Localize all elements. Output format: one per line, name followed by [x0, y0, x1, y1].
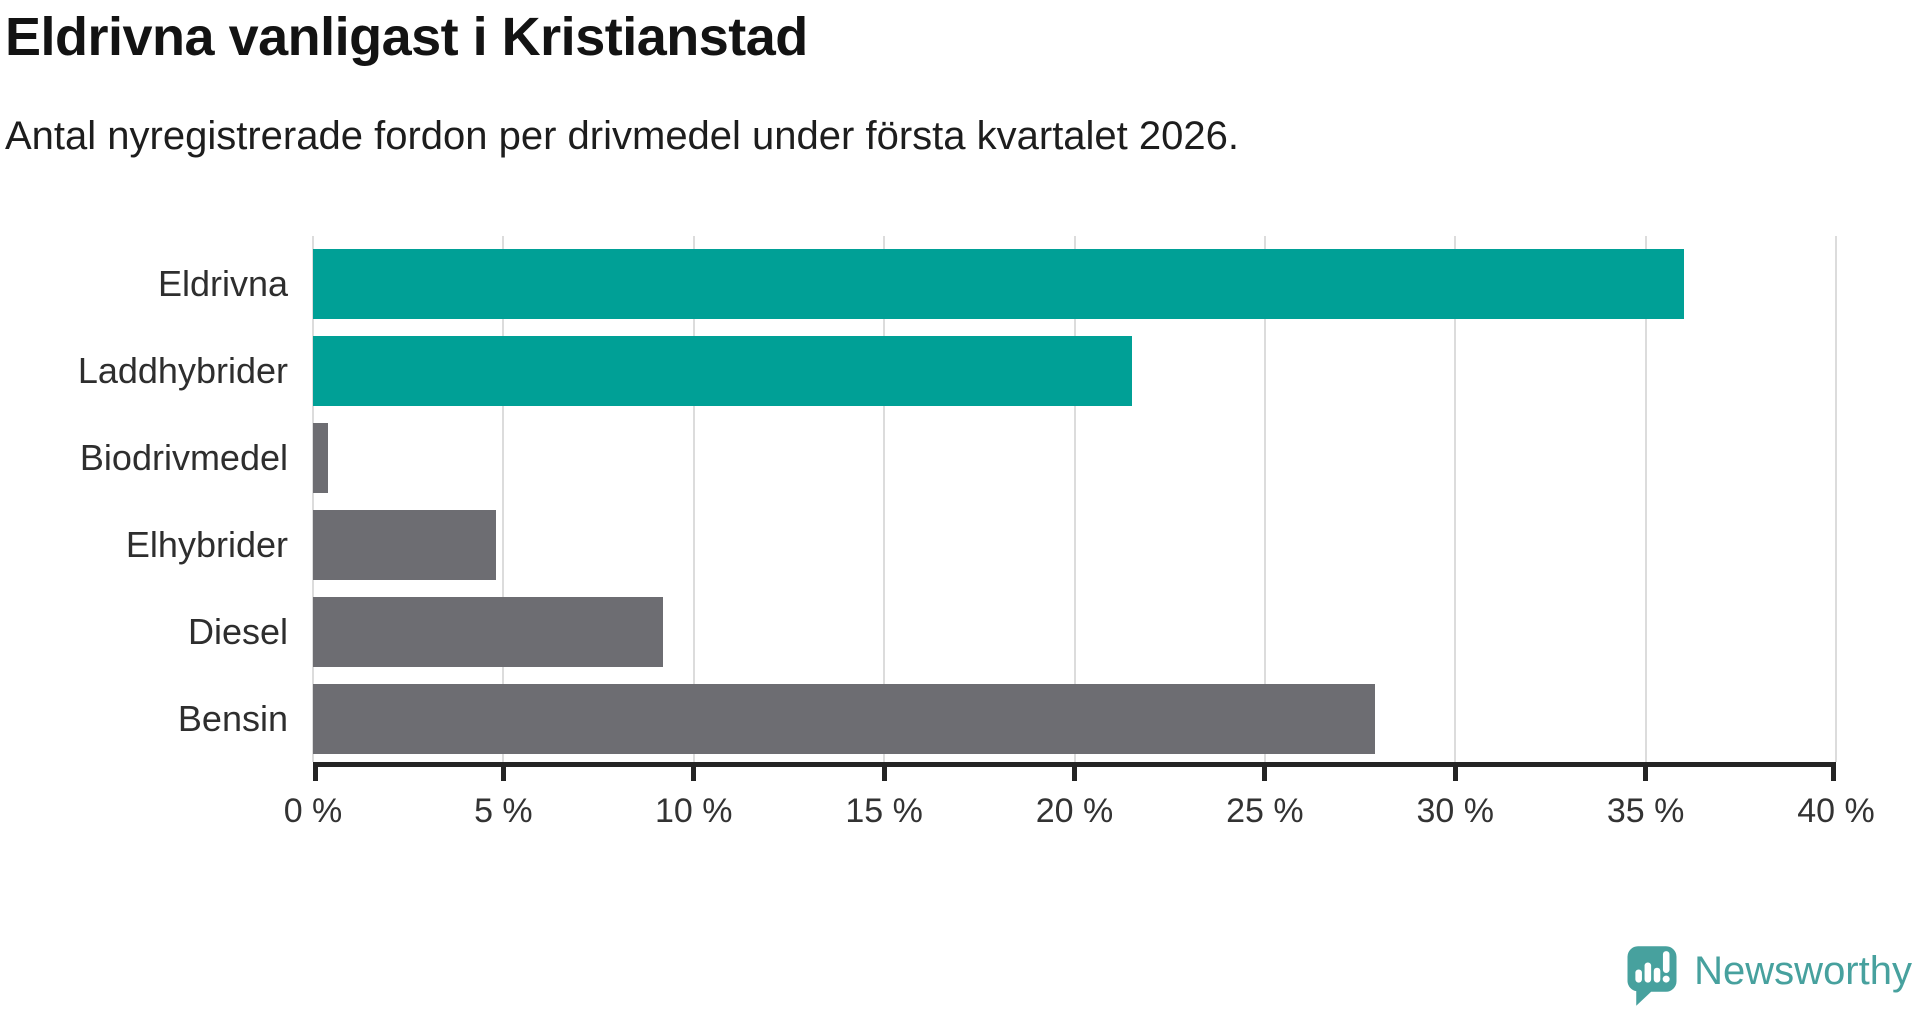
category-label: Biodrivmedel	[79, 436, 288, 478]
x-tick-label: 35 %	[1606, 792, 1685, 830]
bar-laddhybrider	[313, 335, 1132, 406]
x-tick-label: 10 %	[655, 792, 733, 830]
x-tick-label: 0 %	[283, 792, 343, 830]
x-tick	[1262, 767, 1268, 781]
gridline	[312, 236, 314, 762]
gridline	[1454, 236, 1457, 762]
x-tick-label: 25 %	[1226, 792, 1304, 830]
bar-bensin	[313, 683, 1376, 754]
x-tick-label: 15 %	[845, 792, 923, 830]
category-label: Elhybrider	[125, 523, 288, 565]
gridline	[692, 236, 695, 762]
x-tick-label: 20 %	[1035, 792, 1114, 830]
x-tick-label: 5 %	[474, 792, 533, 830]
x-tick-label: 30 %	[1416, 792, 1495, 830]
gridline	[883, 236, 886, 762]
gridline	[1644, 236, 1647, 762]
x-tick	[313, 767, 318, 781]
x-tick	[1072, 767, 1077, 781]
bar-biodrivmedel	[313, 422, 329, 493]
chart-title: Eldrivna vanligast i Kristianstad	[5, 7, 808, 67]
gridline	[1835, 236, 1837, 762]
x-tick	[881, 767, 887, 781]
gridline	[1263, 236, 1266, 762]
bar-diesel	[313, 596, 664, 667]
category-label: Diesel	[187, 610, 288, 652]
x-axis-line	[313, 762, 1836, 767]
category-label: Eldrivna	[157, 262, 288, 304]
x-tick	[1643, 767, 1649, 781]
newsworthy-logo-text: Newsworthy	[1694, 949, 1912, 993]
gridline	[1073, 236, 1076, 762]
x-tick	[691, 767, 697, 781]
bar-elhybrider	[313, 509, 496, 580]
newsworthy-logo: Newsworthy	[1624, 942, 1912, 1010]
gridline	[502, 236, 505, 762]
chart-subtitle: Antal nyregistrerade fordon per drivmede…	[5, 114, 1240, 158]
newsworthy-logo-icon	[1627, 946, 1677, 1006]
category-label: Bensin	[177, 697, 288, 739]
x-tick	[1831, 767, 1836, 781]
x-tick-label: 40 %	[1797, 792, 1875, 830]
bar-eldrivna	[313, 248, 1684, 319]
category-label: Laddhybrider	[77, 349, 288, 391]
x-tick	[1452, 767, 1458, 781]
x-tick	[500, 767, 506, 781]
